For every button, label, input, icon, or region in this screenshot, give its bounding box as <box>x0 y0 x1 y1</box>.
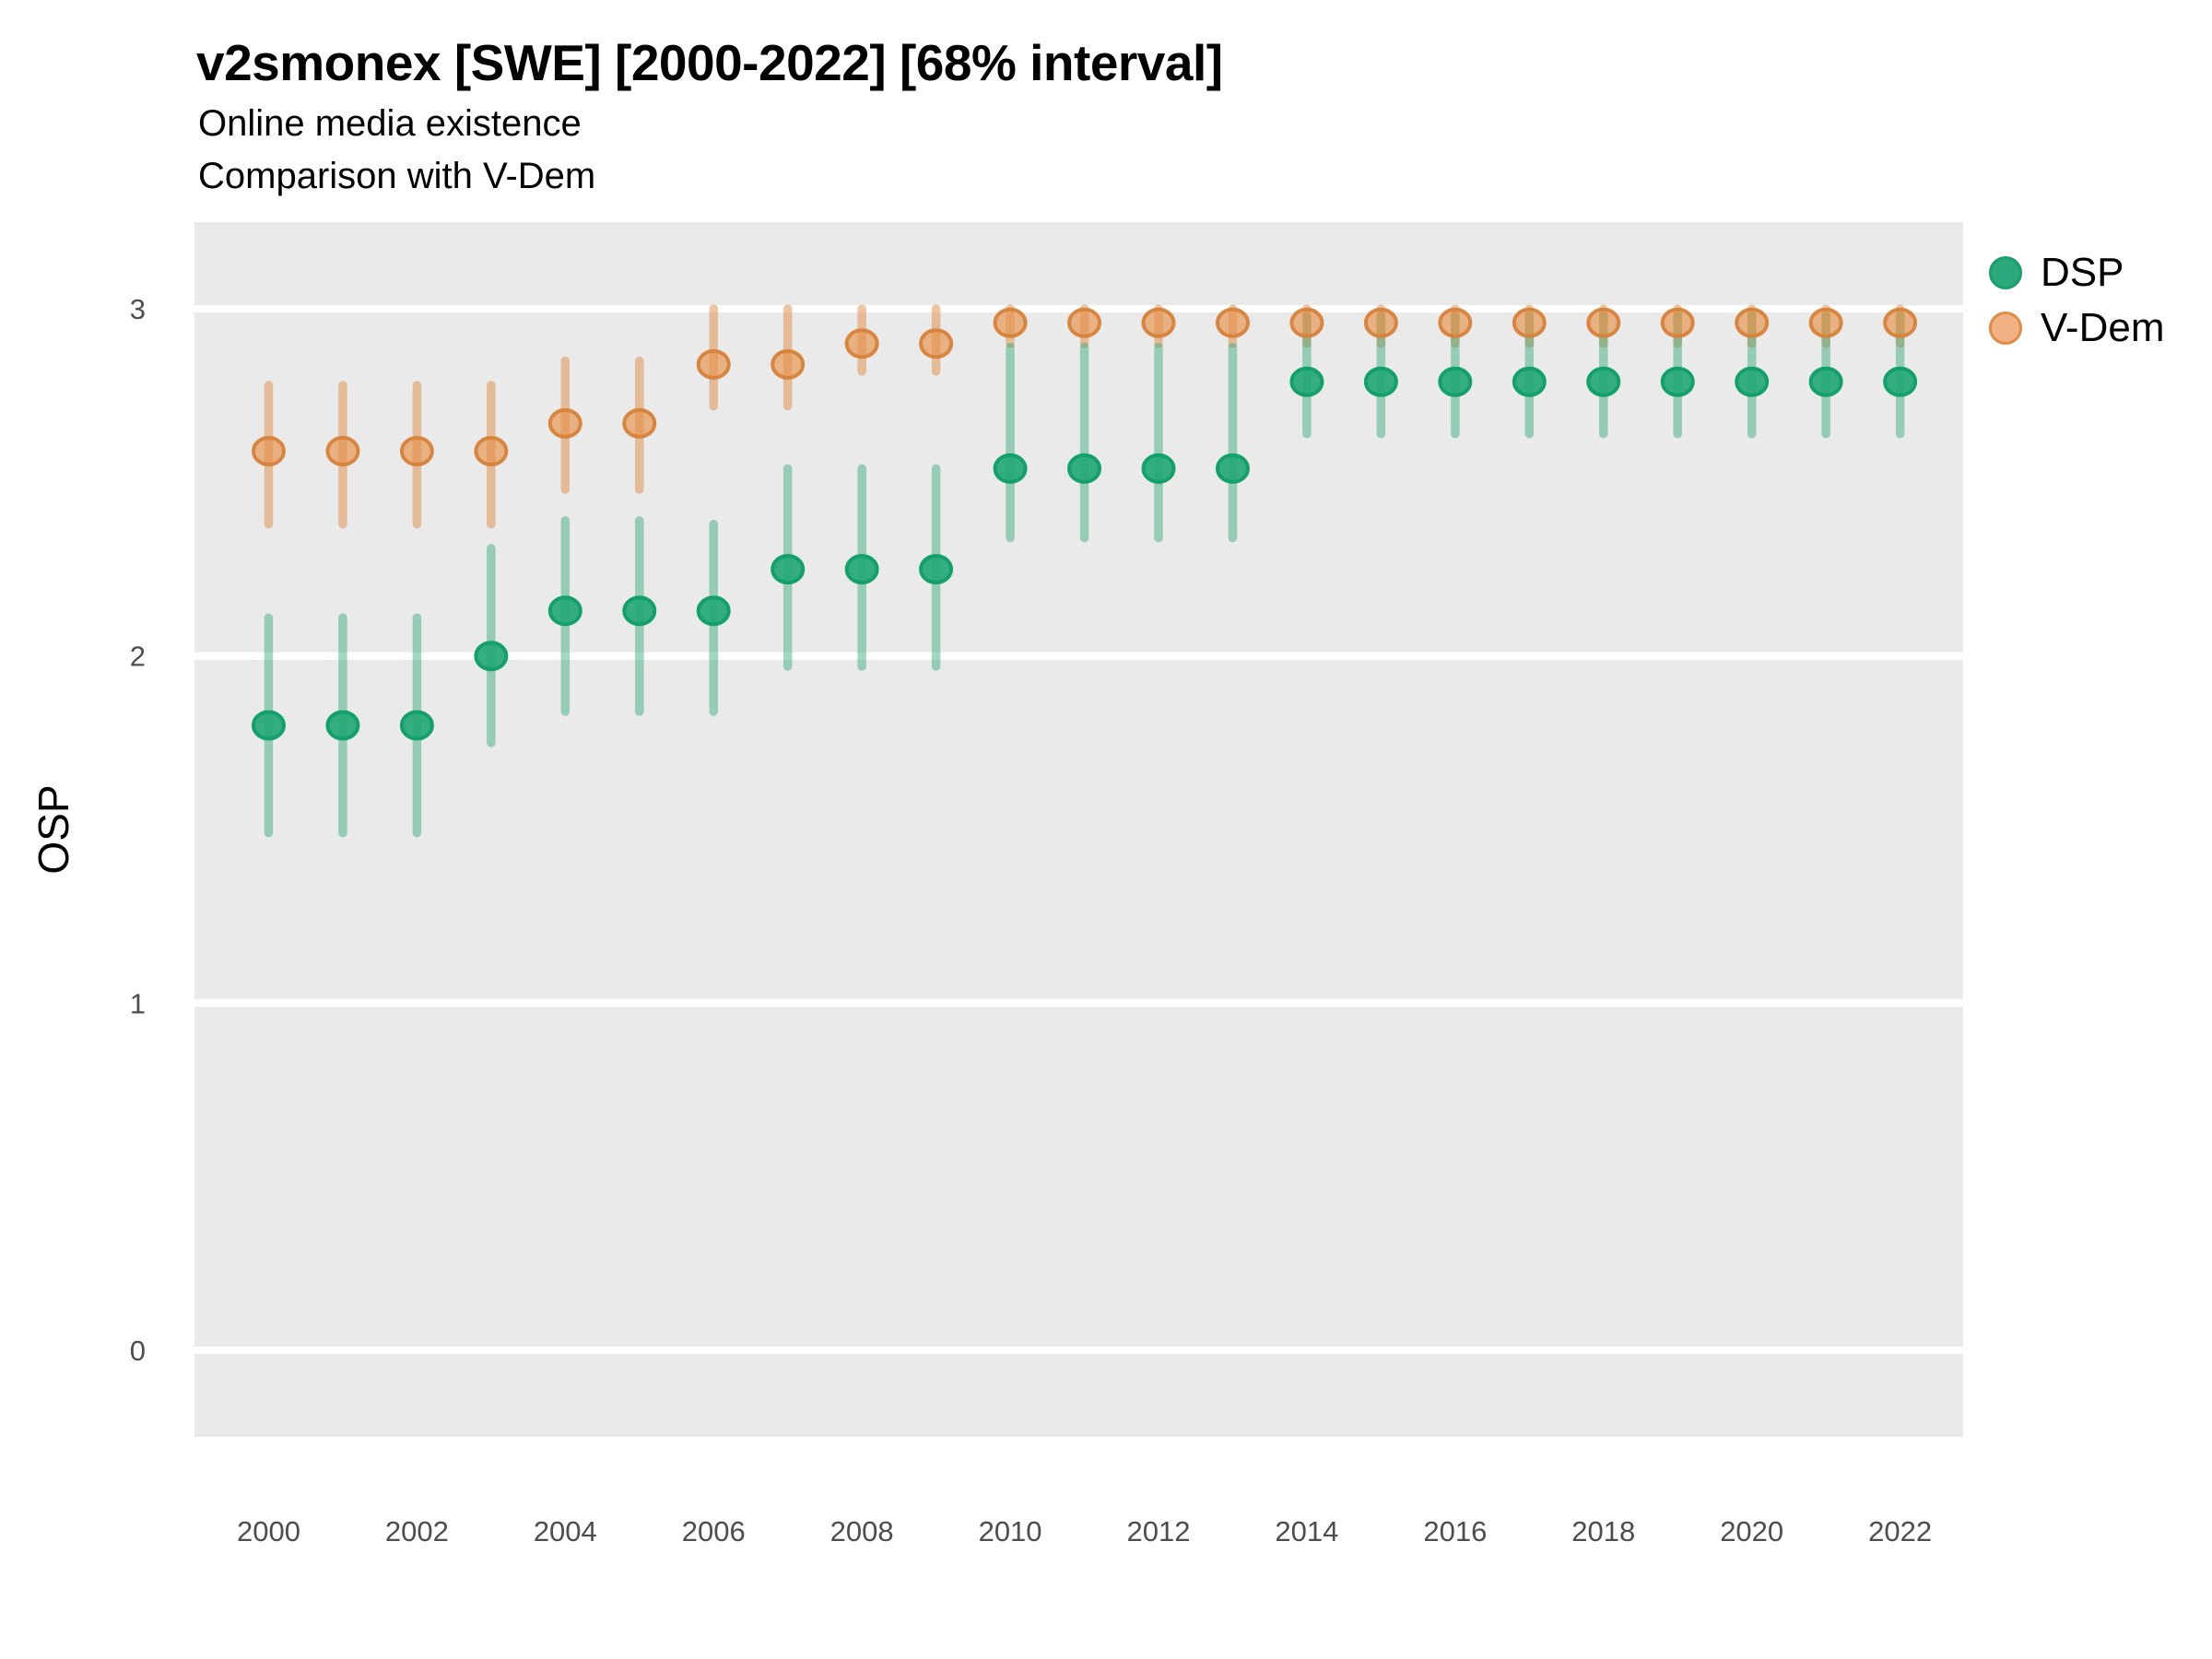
point-dsp-2015 <box>1363 366 1398 397</box>
point-vdem-2019 <box>1660 307 1695 338</box>
point-dsp-2022 <box>1883 366 1918 397</box>
y-tick-label-0: 0 <box>130 1335 146 1367</box>
point-dsp-2014 <box>1289 366 1324 397</box>
point-vdem-2000 <box>251 436 286 467</box>
point-vdem-2003 <box>474 436 509 467</box>
point-dsp-2016 <box>1438 366 1473 397</box>
point-dsp-2002 <box>399 710 434 741</box>
legend-item-vdem: V-Dem <box>1989 305 2165 350</box>
point-vdem-2011 <box>1067 307 1102 338</box>
point-dsp-2013 <box>1215 453 1250 484</box>
point-vdem-2002 <box>399 436 434 467</box>
point-vdem-2009 <box>919 328 954 359</box>
point-dsp-2005 <box>622 595 657 627</box>
legend-label-dsp: DSP <box>2041 250 2124 295</box>
x-tick-label-2004: 2004 <box>534 1515 597 1547</box>
x-tick-label-2012: 2012 <box>1127 1515 1191 1547</box>
point-dsp-2010 <box>993 453 1028 484</box>
y-tick-label-2: 2 <box>130 641 146 673</box>
x-tick-label-2000: 2000 <box>237 1515 300 1547</box>
point-dsp-2001 <box>325 710 360 741</box>
x-tick-label-2014: 2014 <box>1275 1515 1338 1547</box>
point-vdem-2008 <box>844 328 879 359</box>
point-dsp-2012 <box>1141 453 1176 484</box>
point-dsp-2008 <box>844 554 879 585</box>
point-dsp-2020 <box>1735 366 1770 397</box>
point-vdem-2001 <box>325 436 360 467</box>
vdem-legend-dot-icon <box>1989 312 2022 345</box>
point-dsp-2018 <box>1586 366 1621 397</box>
x-tick-label-2006: 2006 <box>682 1515 746 1547</box>
point-vdem-2016 <box>1438 307 1473 338</box>
plot-subtitle-line1: Online media existence <box>198 103 582 144</box>
point-vdem-2013 <box>1215 307 1250 338</box>
point-dsp-2000 <box>251 710 286 741</box>
point-dsp-2003 <box>474 641 509 672</box>
point-vdem-2004 <box>547 407 582 439</box>
point-vdem-2020 <box>1735 307 1770 338</box>
point-dsp-2011 <box>1067 453 1102 484</box>
point-dsp-2004 <box>547 595 582 627</box>
point-vdem-2018 <box>1586 307 1621 338</box>
point-dsp-2009 <box>919 554 954 585</box>
plot-panel <box>194 222 1963 1437</box>
x-tick-label-2002: 2002 <box>385 1515 449 1547</box>
point-vdem-2015 <box>1363 307 1398 338</box>
point-vdem-2005 <box>622 407 657 439</box>
point-vdem-2022 <box>1883 307 1918 338</box>
point-dsp-2019 <box>1660 366 1695 397</box>
dsp-legend-dot-icon <box>1989 256 2022 289</box>
point-vdem-2014 <box>1289 307 1324 338</box>
point-vdem-2006 <box>696 348 731 380</box>
x-tick-label-2010: 2010 <box>979 1515 1042 1547</box>
x-tick-label-2022: 2022 <box>1868 1515 1932 1547</box>
x-tick-label-2008: 2008 <box>830 1515 894 1547</box>
point-vdem-2010 <box>993 307 1028 338</box>
legend-item-dsp: DSP <box>1989 250 2164 295</box>
legend: DSP V-Dem <box>1989 250 2165 350</box>
point-vdem-2012 <box>1141 307 1176 338</box>
page-title: v2smonex [SWE] [2000-2022] [68% interval… <box>196 34 1223 91</box>
x-tick-label-2018: 2018 <box>1571 1515 1635 1547</box>
point-vdem-2007 <box>771 348 806 380</box>
x-tick-label-2016: 2016 <box>1423 1515 1487 1547</box>
point-dsp-2007 <box>771 554 806 585</box>
point-dsp-2017 <box>1512 366 1547 397</box>
point-vdem-2021 <box>1808 307 1843 338</box>
legend-label-vdem: V-Dem <box>2041 305 2165 350</box>
point-dsp-2021 <box>1808 366 1843 397</box>
point-dsp-2006 <box>696 595 731 627</box>
plot-subtitle-line2: Comparison with V-Dem <box>198 156 596 196</box>
y-tick-label-1: 1 <box>130 987 146 1019</box>
y-tick-label-3: 3 <box>130 293 146 325</box>
x-tick-label-2020: 2020 <box>1720 1515 1783 1547</box>
point-vdem-2017 <box>1512 307 1547 338</box>
